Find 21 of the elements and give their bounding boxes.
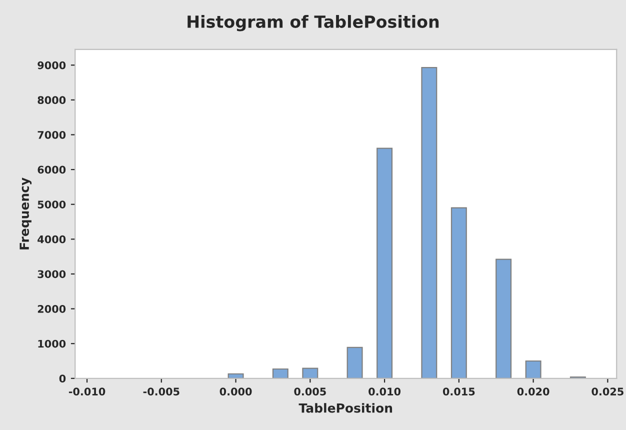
x-tick-label: -0.010 xyxy=(68,388,106,396)
y-tick-label: 1000 xyxy=(38,340,66,348)
y-tick-label: 0 xyxy=(59,374,66,383)
y-tick-label: 8000 xyxy=(38,96,66,104)
x-tick-label: 0.000 xyxy=(220,388,252,396)
y-tick-label: 2000 xyxy=(38,305,66,313)
y-axis-title: Frequency xyxy=(20,178,32,250)
y-tick-label: 4000 xyxy=(38,235,66,244)
x-axis-title: TablePosition xyxy=(298,403,392,413)
y-tick-label: 5000 xyxy=(38,200,66,208)
y-tick-label: 6000 xyxy=(38,166,66,174)
x-tick-label: 0.005 xyxy=(294,388,326,396)
y-tick-label: 3000 xyxy=(38,270,66,278)
x-tick-label: 0.015 xyxy=(442,388,475,396)
y-tick-label: 7000 xyxy=(38,130,66,139)
x-tick-label: 0.010 xyxy=(368,388,401,396)
x-tick-label: 0.020 xyxy=(517,388,550,396)
chart-title: Histogram of TablePosition xyxy=(188,15,439,32)
x-tick-label: 0.025 xyxy=(592,388,624,396)
x-tick-label: -0.005 xyxy=(143,388,180,396)
y-tick-label: 9000 xyxy=(38,61,66,70)
